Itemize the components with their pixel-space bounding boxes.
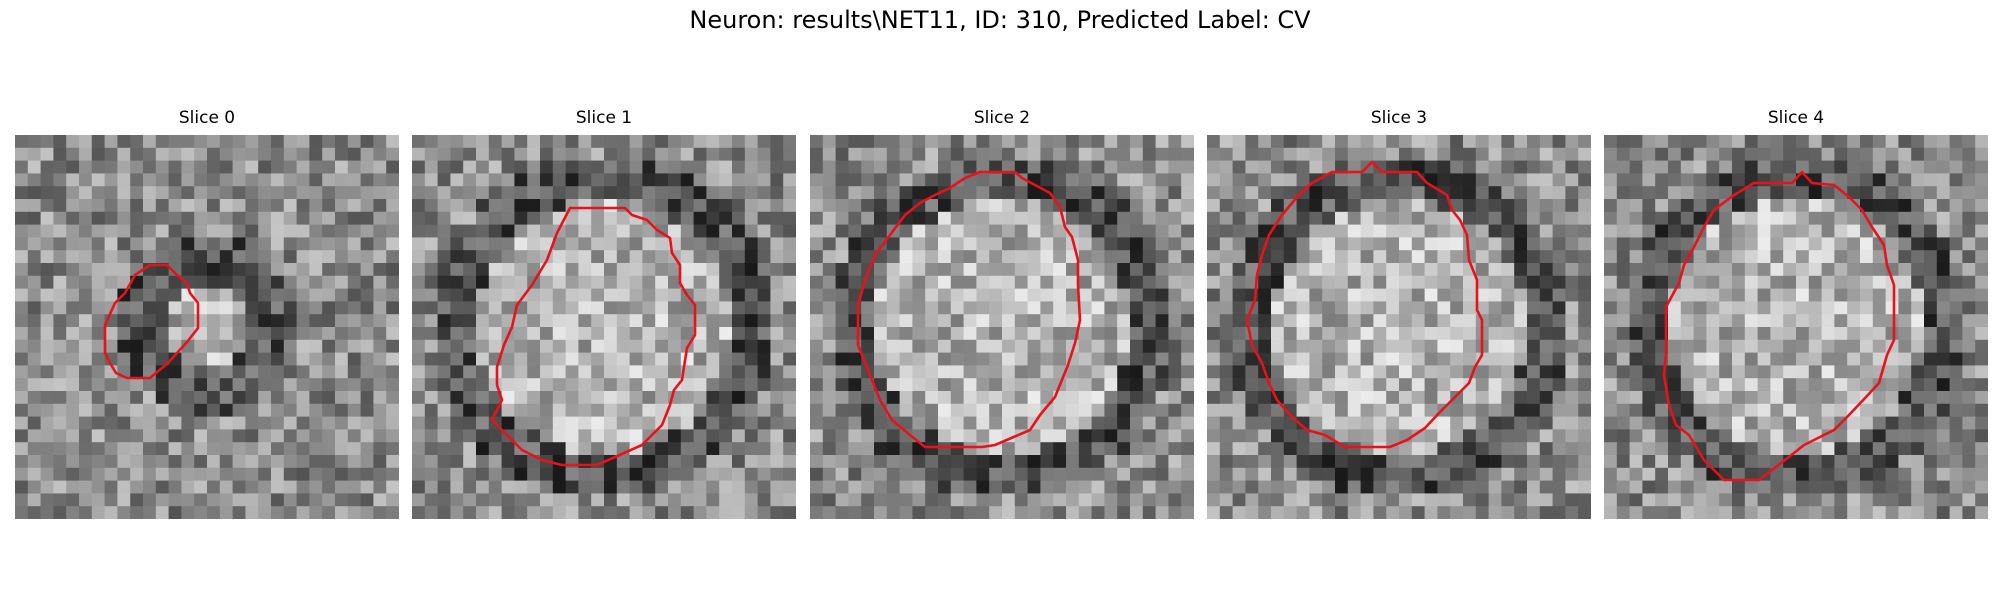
grayscale-micrograph: [1207, 135, 1591, 519]
roi-contour: [856, 170, 1082, 449]
grayscale-micrograph: [1604, 135, 1988, 519]
roi-contour-small: [103, 263, 200, 380]
roi-contour: [1245, 160, 1484, 449]
slice-title: Slice 2: [973, 108, 1031, 128]
slice-image: [1604, 135, 1988, 519]
figure-title: Neuron: results\NET11, ID: 310, Predicte…: [689, 6, 1311, 34]
grayscale-micrograph: [15, 135, 399, 519]
slice-title: Slice 3: [1370, 108, 1428, 128]
slice-panel-0: Slice 0: [15, 106, 399, 519]
slice-title: Slice 0: [178, 108, 236, 128]
roi-contour: [1662, 170, 1896, 482]
slice-panel-4: Slice 4: [1604, 106, 1988, 519]
slice-title: Slice 4: [1767, 108, 1825, 128]
slice-image: [1207, 135, 1591, 519]
slice-panel-2: Slice 2: [810, 106, 1194, 519]
grayscale-micrograph: [412, 135, 796, 519]
slice-image: [412, 135, 796, 519]
slice-panel-1: Slice 1: [412, 106, 796, 519]
slice-image: [15, 135, 399, 519]
slice-title: Slice 1: [575, 108, 633, 128]
slice-image: [810, 135, 1194, 519]
grayscale-micrograph: [810, 135, 1194, 519]
slice-panel-3: Slice 3: [1207, 106, 1591, 519]
roi-contour: [490, 206, 697, 467]
